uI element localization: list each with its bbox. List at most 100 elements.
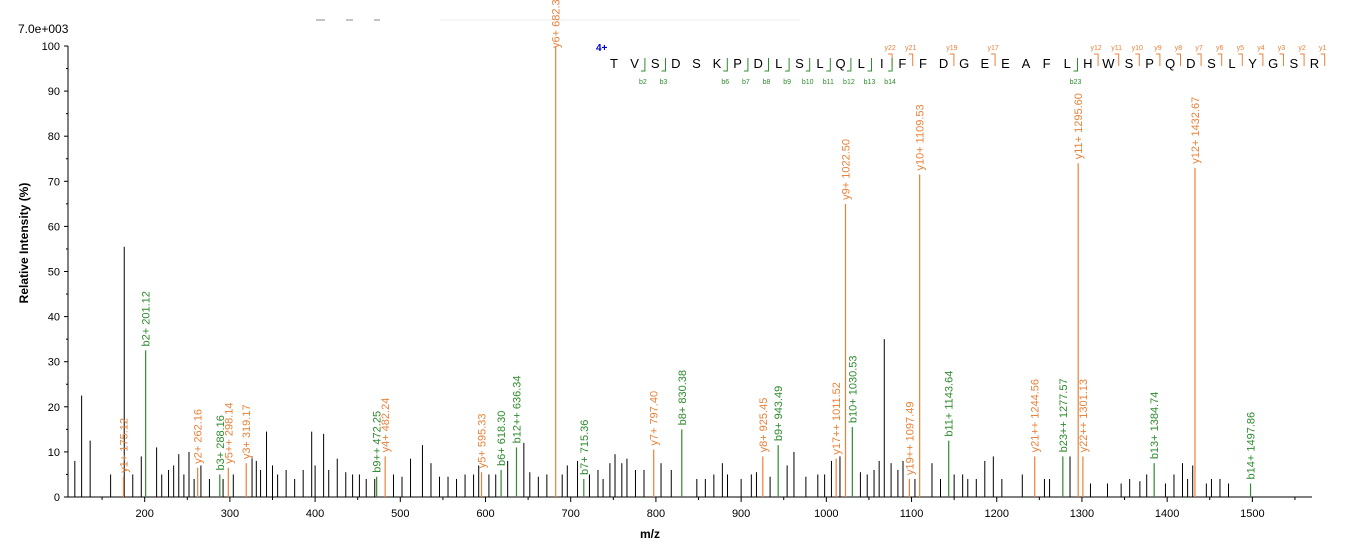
sequence-residue: S [1125, 56, 1134, 71]
sequence-residue: A [1022, 56, 1031, 71]
sequence-residue: V [630, 56, 639, 71]
x-tick-label: 1300 [1070, 508, 1094, 520]
y-tick-label: 10 [48, 447, 60, 459]
y-ion-bracket [1135, 53, 1140, 66]
b-ion-bracket [846, 58, 852, 72]
x-tick-label: 700 [562, 508, 580, 520]
b-ion-marker: b9 [783, 79, 791, 86]
y-ion-bracket [1300, 53, 1305, 66]
peak-label: b14+ 1497.86 [1246, 412, 1258, 480]
peak-label: b12++ 636.34 [511, 375, 523, 443]
y-ion-bracket [1176, 53, 1181, 66]
sequence-residue: F [1043, 56, 1051, 71]
y-tick-label: 50 [48, 267, 60, 279]
peak-label: b9+ 943.49 [773, 386, 785, 441]
peak-label: y4+ 482.24 [380, 398, 392, 453]
y-ion-marker: y22 [884, 45, 895, 52]
b-ion-bracket [640, 58, 646, 72]
sequence-residue: D [754, 56, 763, 71]
x-tick-label: 800 [647, 508, 665, 520]
y-ion-bracket [888, 53, 893, 66]
peak-label: y10+ 1109.53 [915, 104, 927, 170]
y-tick-label: 90 [48, 86, 60, 98]
peak-label: y22++ 1301.13 [1078, 379, 1090, 452]
b-ion-bracket [888, 58, 893, 72]
sequence-residue: S [692, 56, 701, 71]
y-tick-label: 20 [48, 402, 60, 414]
b-ion-bracket [826, 58, 831, 72]
peak-label: y8+ 925.45 [758, 398, 770, 453]
x-tick-label: 1200 [984, 508, 1008, 520]
b-ion-marker: b7 [742, 79, 750, 86]
sequence-residue: T [610, 56, 618, 71]
sequence-residue: L [816, 56, 823, 71]
y-ion-marker: y4 [1257, 45, 1265, 52]
peak-label: b7+ 715.36 [579, 420, 591, 475]
peak-label: b13+ 1384.74 [1149, 392, 1161, 460]
b-ion-bracket [723, 58, 728, 72]
peak-label: y7+ 797.40 [649, 391, 661, 446]
x-tick-label: 500 [391, 508, 409, 520]
b-ion-bracket [1073, 58, 1078, 72]
sequence-residue: Q [836, 56, 846, 71]
peak-label: y2+ 262.16 [193, 409, 205, 464]
y-ion-marker: y5 [1237, 45, 1245, 52]
b-ion-marker: b6 [721, 79, 729, 86]
y-ion-marker: y12 [1090, 45, 1101, 52]
y-ion-bracket [1258, 53, 1264, 66]
b-ion-bracket [867, 58, 872, 72]
x-axis-title: m/z [640, 527, 660, 541]
peak-label: y3+ 319.17 [241, 404, 253, 459]
x-tick-label: 600 [476, 508, 494, 520]
sequence-residue: F [919, 56, 927, 71]
y-ion-bracket [1094, 53, 1099, 66]
unassigned-peaks [74, 246, 1229, 497]
y-ion-marker: y7 [1195, 45, 1203, 52]
b-ion-marker: b11 [823, 79, 834, 86]
sequence-residue: P [733, 56, 742, 71]
y-ion-bracket [1114, 53, 1120, 66]
y-ion-marker: y11 [1111, 45, 1122, 52]
sequence-residue: P [1145, 56, 1154, 71]
y-tick-label: 70 [48, 176, 60, 188]
y-tick-label: 80 [48, 131, 60, 143]
y-tick-label: 100 [42, 41, 60, 53]
b-ion-marker: b12 [843, 79, 855, 86]
y-ion-bracket [908, 53, 914, 66]
b-ion-bracket [743, 58, 749, 72]
y-ion-marker: y6 [1216, 45, 1224, 52]
sequence-residue: Y [1248, 56, 1257, 71]
y-ion-marker: y10 [1132, 45, 1143, 52]
sequence-residue: K [713, 56, 722, 71]
y-tick-label: 40 [48, 312, 60, 324]
y-ion-bracket [1238, 53, 1243, 66]
sequence-residue: H [1083, 56, 1092, 71]
y-ion-bracket [949, 53, 955, 66]
y-ion-marker: y1 [1319, 45, 1327, 52]
x-tick-label: 200 [136, 508, 154, 520]
b-ion-bracket [805, 58, 811, 72]
sequence-residue: Q [1165, 56, 1175, 71]
y-tick-label: 0 [54, 492, 60, 504]
sequence-residue: S [795, 56, 804, 71]
x-tick-label: 1100 [900, 508, 924, 520]
sequence-residue: G [959, 56, 969, 71]
charge-state-label: 4+ [596, 43, 608, 54]
y-ion-marker: y8 [1175, 45, 1183, 52]
y-tick-label: 30 [48, 357, 60, 369]
sequence-residue: D [671, 56, 680, 71]
y-axis-title: Relative Intensity (%) [17, 183, 31, 304]
peak-label: y17++ 1011.52 [831, 382, 843, 455]
sequence-residue: S [651, 56, 660, 71]
peak-label: y5++ 298.14 [223, 403, 235, 464]
x-tick-label: 1400 [1155, 508, 1179, 520]
sequence-residue: I [880, 56, 884, 71]
sequence-residue: L [1228, 56, 1235, 71]
b-ion-bracket [785, 58, 790, 72]
b-ion-marker: b13 [864, 79, 876, 86]
x-tick-label: 1500 [1240, 508, 1264, 520]
sequence-residue: E [980, 56, 989, 71]
sequence-residue: F [898, 56, 906, 71]
b-ion-marker: b10 [802, 79, 814, 86]
